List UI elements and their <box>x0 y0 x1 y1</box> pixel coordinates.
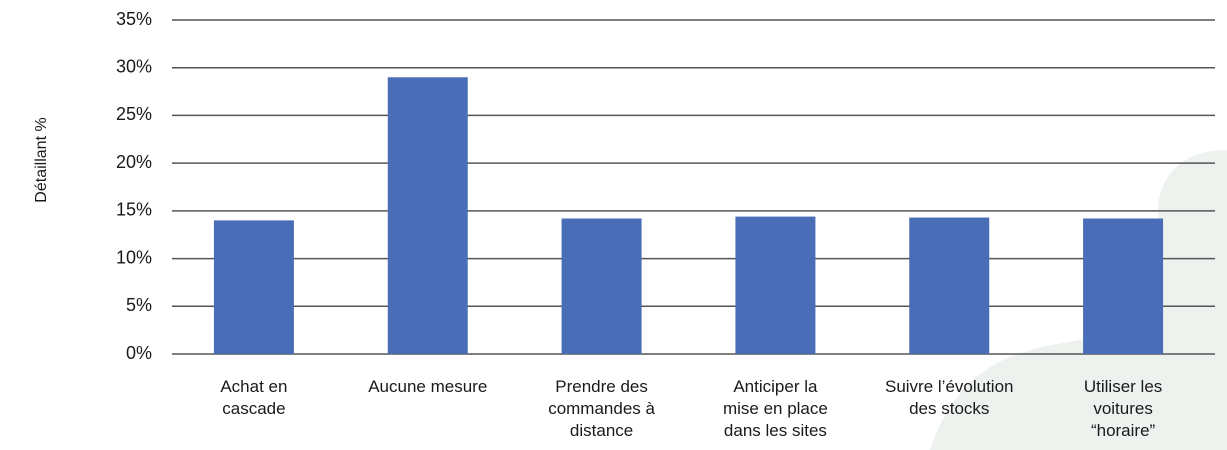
y-tick-label: 5% <box>126 295 152 315</box>
x-tick-label: Prendre des commandes à distance <box>548 377 655 440</box>
bar <box>909 217 990 354</box>
bar <box>213 220 294 354</box>
y-tick-label: 0% <box>126 343 152 363</box>
y-tick-label: 15% <box>116 200 152 220</box>
y-tick-label: 30% <box>116 56 152 76</box>
x-tick-label: Utiliser les voitures “horaire” <box>1083 377 1163 440</box>
x-tick-label: Anticiper la mise en place dans les site… <box>722 377 828 440</box>
y-tick-label: 10% <box>116 247 152 267</box>
x-tick-label: Achat en cascade <box>220 377 288 418</box>
bar <box>735 216 816 354</box>
bar <box>1083 218 1164 354</box>
background-decoration <box>930 150 1227 450</box>
y-tick-label: 35% <box>116 9 152 29</box>
x-tick-label: Suivre l’évolution des stocks <box>884 377 1014 418</box>
y-tick-label: 25% <box>116 104 152 124</box>
y-tick-label: 20% <box>116 152 152 172</box>
bar <box>561 218 642 354</box>
bar <box>387 77 468 354</box>
y-axis-title: Détaillant % <box>33 117 50 202</box>
x-tick-label: Aucune mesure <box>368 377 488 396</box>
